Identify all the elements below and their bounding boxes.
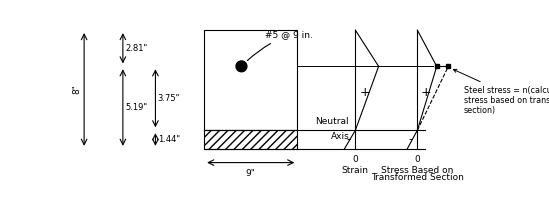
Text: 8": 8" xyxy=(72,85,81,94)
Text: 0: 0 xyxy=(352,155,358,164)
Text: -: - xyxy=(409,133,413,146)
Bar xyxy=(204,130,297,149)
Bar xyxy=(204,30,297,130)
Text: Transformed Section: Transformed Section xyxy=(371,173,464,182)
Circle shape xyxy=(236,61,247,72)
Text: +: + xyxy=(421,86,431,99)
Text: Stress Based on: Stress Based on xyxy=(381,166,453,175)
Text: #5 @ 9 in.: #5 @ 9 in. xyxy=(248,30,312,61)
Text: Axis: Axis xyxy=(330,132,349,141)
Text: 0: 0 xyxy=(414,155,420,164)
Text: -: - xyxy=(346,133,351,146)
Text: 2.81": 2.81" xyxy=(125,44,148,53)
Text: 5.19": 5.19" xyxy=(125,103,147,112)
Text: 3.75": 3.75" xyxy=(158,94,180,103)
Text: +: + xyxy=(359,86,370,99)
Text: Steel stress = n(calculated
stress based on transformed
section): Steel stress = n(calculated stress based… xyxy=(453,69,549,115)
Text: Strain: Strain xyxy=(342,166,369,175)
Text: 9": 9" xyxy=(246,169,256,178)
Text: 1.44": 1.44" xyxy=(158,135,180,144)
Text: Neutral: Neutral xyxy=(316,117,349,126)
